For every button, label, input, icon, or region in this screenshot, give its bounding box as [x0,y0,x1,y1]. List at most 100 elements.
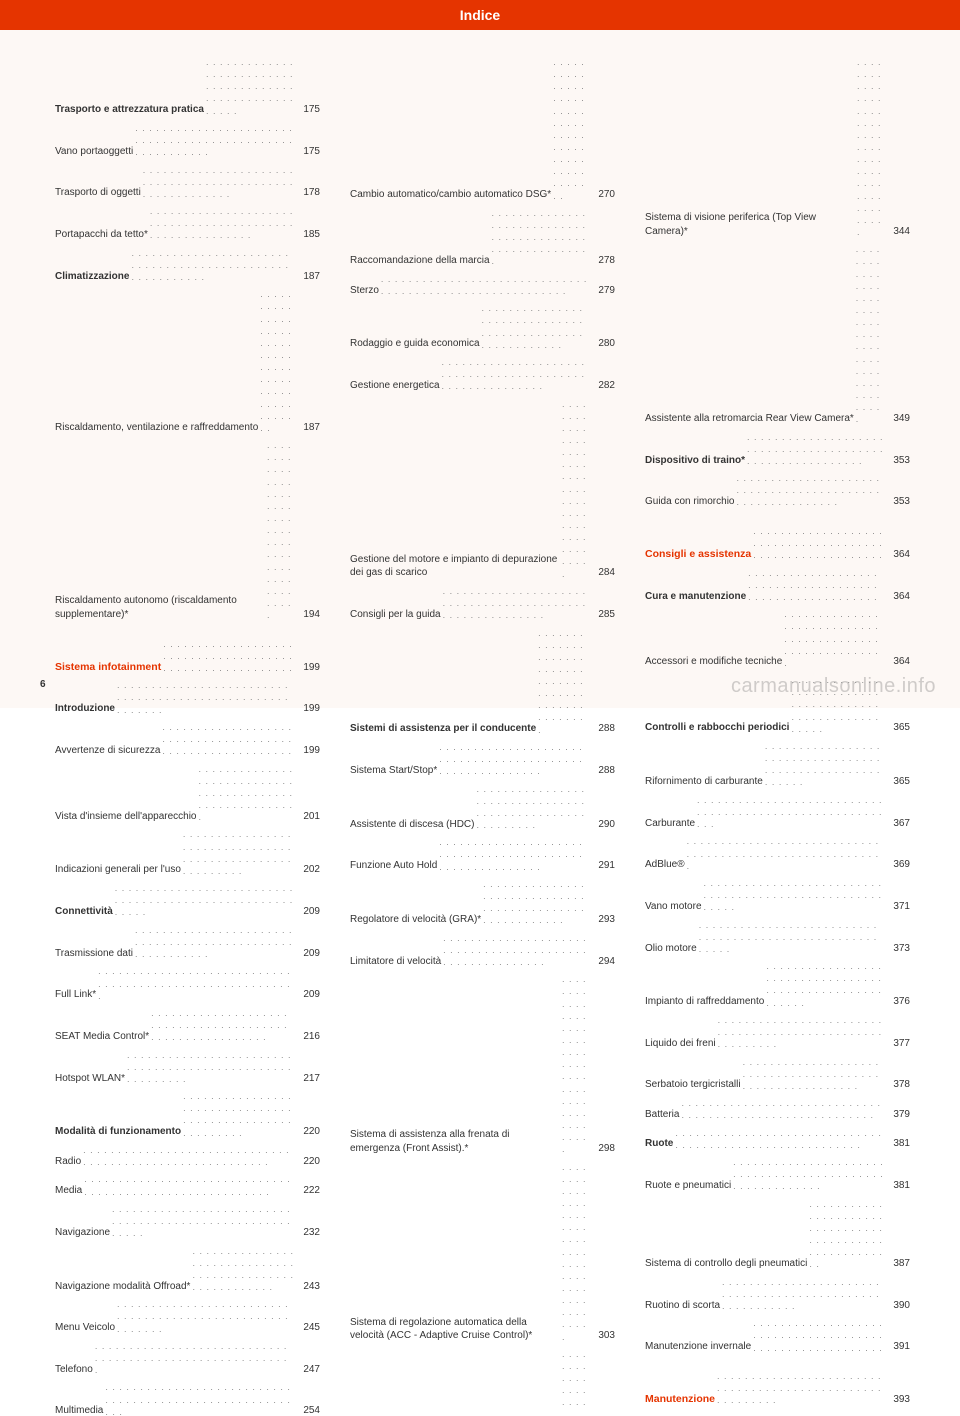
toc-label: Rifornimento di carburante [645,775,763,789]
toc-page-number: 216 [296,1030,320,1044]
toc-entry: Rifornimento di carburante365 [645,740,910,789]
toc-entry: Consigli per la guida285 [350,585,615,621]
toc-page-number: 217 [296,1072,320,1086]
toc-leader-dots [854,243,886,425]
toc-entry: Funzione Auto Hold 291 [350,836,615,872]
toc-leader-dots [560,1161,591,1343]
toc-leader-dots [679,1097,886,1121]
toc-leader-dots [93,1340,296,1376]
toc-leader-dots [160,721,296,757]
toc-leader-dots [536,627,591,736]
toc-page-number: 243 [296,1280,320,1294]
toc-label: Sistema infotainment [55,660,161,674]
toc-entry: Indicazioni generali per l'uso202 [55,828,320,877]
toc-entry: Full Link* 209 [55,965,320,1001]
toc-spacer [645,1359,910,1365]
toc-entry: Hotspot WLAN* 217 [55,1049,320,1085]
toc-leader-dots [807,1198,886,1271]
toc-page-number: 202 [296,863,320,877]
toc-leader-dots [551,56,591,202]
toc-leader-dots [129,247,296,283]
toc-page-number: 175 [296,103,320,117]
toc-page-number: 199 [296,661,320,675]
toc-spacer [645,514,910,520]
toc-leader-dots [441,585,591,621]
toc-leader-dots [181,828,296,877]
toc-leader-dots [731,1156,886,1192]
toc-page-number: 288 [591,764,615,778]
toc-label: Avvertenze di sicurezza [55,744,160,758]
toc-page-number: 222 [296,1184,320,1198]
toc-entry: Manutenzione393 [645,1370,910,1406]
toc-label: Batteria [645,1108,679,1122]
toc-content: Trasporto e attrezzatura pratica175Vano … [0,30,960,1416]
toc-spacer [55,627,320,633]
page-number: 6 [40,679,46,690]
toc-label: Hotspot WLAN* [55,1072,125,1086]
toc-page-number: 209 [296,988,320,1002]
toc-leader-dots [82,1173,296,1197]
toc-page-number: 280 [591,337,615,351]
toc-entry: Sistema Start/Stop*288 [350,741,615,777]
toc-label: Vano portaoggetti [55,145,133,159]
toc-entry: Cambio automatico/cambio automatico DSG*… [350,56,615,202]
toc-entry: Rodaggio e guida economica 280 [350,302,615,351]
toc-entry: Navigazione232 [55,1203,320,1239]
toc-leader-dots [258,288,296,434]
toc-page-number: 270 [591,188,615,202]
toc-page-number: 291 [591,859,615,873]
toc-leader-dots [149,1007,296,1043]
toc-label: Trasporto di oggetti [55,186,141,200]
toc-entry: Sistemi di assistenza per il conducente2… [350,627,615,736]
toc-label: Serbatoio tergicristalli [645,1078,741,1092]
toc-entry: Sistema di controllo degli pneumatici387 [645,1198,910,1271]
toc-page-number: 353 [886,454,910,468]
toc-label: Rodaggio e guida economica [350,337,480,351]
toc-entry: Dispositivo di traino*353 [645,431,910,467]
toc-leader-dots [734,472,886,508]
toc-page-number: 393 [886,1393,910,1407]
toc-entry: Climatizzazione187 [55,247,320,283]
toc-page-number: 284 [591,566,615,580]
toc-entry: Modalità di funzionamento220 [55,1090,320,1139]
toc-label: Full Link* [55,988,96,1002]
toc-page-number: 254 [296,1404,320,1416]
toc-leader-dots [96,965,296,1001]
toc-leader-dots [190,1245,296,1294]
toc-leader-dots [782,608,886,669]
toc-label: Funzione Auto Hold [350,859,437,873]
toc-entry: Multimedia254 [55,1381,320,1416]
toc-label: Carburante [645,817,695,831]
toc-leader-dots [716,1014,886,1050]
toc-label: Sistema di controllo degli pneumatici [645,1257,807,1271]
toc-label: Vano motore [645,900,702,914]
toc-label: Radio [55,1155,81,1169]
toc-entry: Liquido dei freni377 [645,1014,910,1050]
toc-page-number: 279 [591,284,615,298]
toc-page-number: 364 [886,548,910,562]
toc-column-2: Cambio automatico/cambio automatico DSG*… [350,56,615,1416]
toc-label: Guida con rimorchio [645,495,734,509]
toc-leader-dots [560,398,591,580]
toc-leader-dots [133,924,296,960]
toc-label: Assistente di discesa (HDC) [350,818,474,832]
toc-entry: Avvertenze di sicurezza199 [55,721,320,757]
toc-entry: Dispositivo di assistenza per il manteni… [350,1348,615,1416]
toc-entry: Gestione energetica282 [350,356,615,392]
toc-label: Trasmissione dati [55,947,133,961]
toc-entry: Vano portaoggetti175 [55,122,320,158]
toc-label: Consigli e assistenza [645,547,751,561]
toc-entry: SEAT Media Control*216 [55,1007,320,1043]
toc-entry: Telefono247 [55,1340,320,1376]
toc-label: Menu Veicolo [55,1321,115,1335]
toc-page-number: 378 [886,1078,910,1092]
toc-page-number: 290 [591,818,615,832]
toc-page-number: 373 [886,942,910,956]
toc-entry: Serbatoio tergicristalli 378 [645,1056,910,1092]
toc-page-number: 209 [296,947,320,961]
toc-page-number: 377 [886,1037,910,1051]
toc-leader-dots [685,835,886,871]
toc-page-number: 369 [886,858,910,872]
toc-label: Gestione energetica [350,379,440,393]
toc-leader-dots [437,741,591,777]
